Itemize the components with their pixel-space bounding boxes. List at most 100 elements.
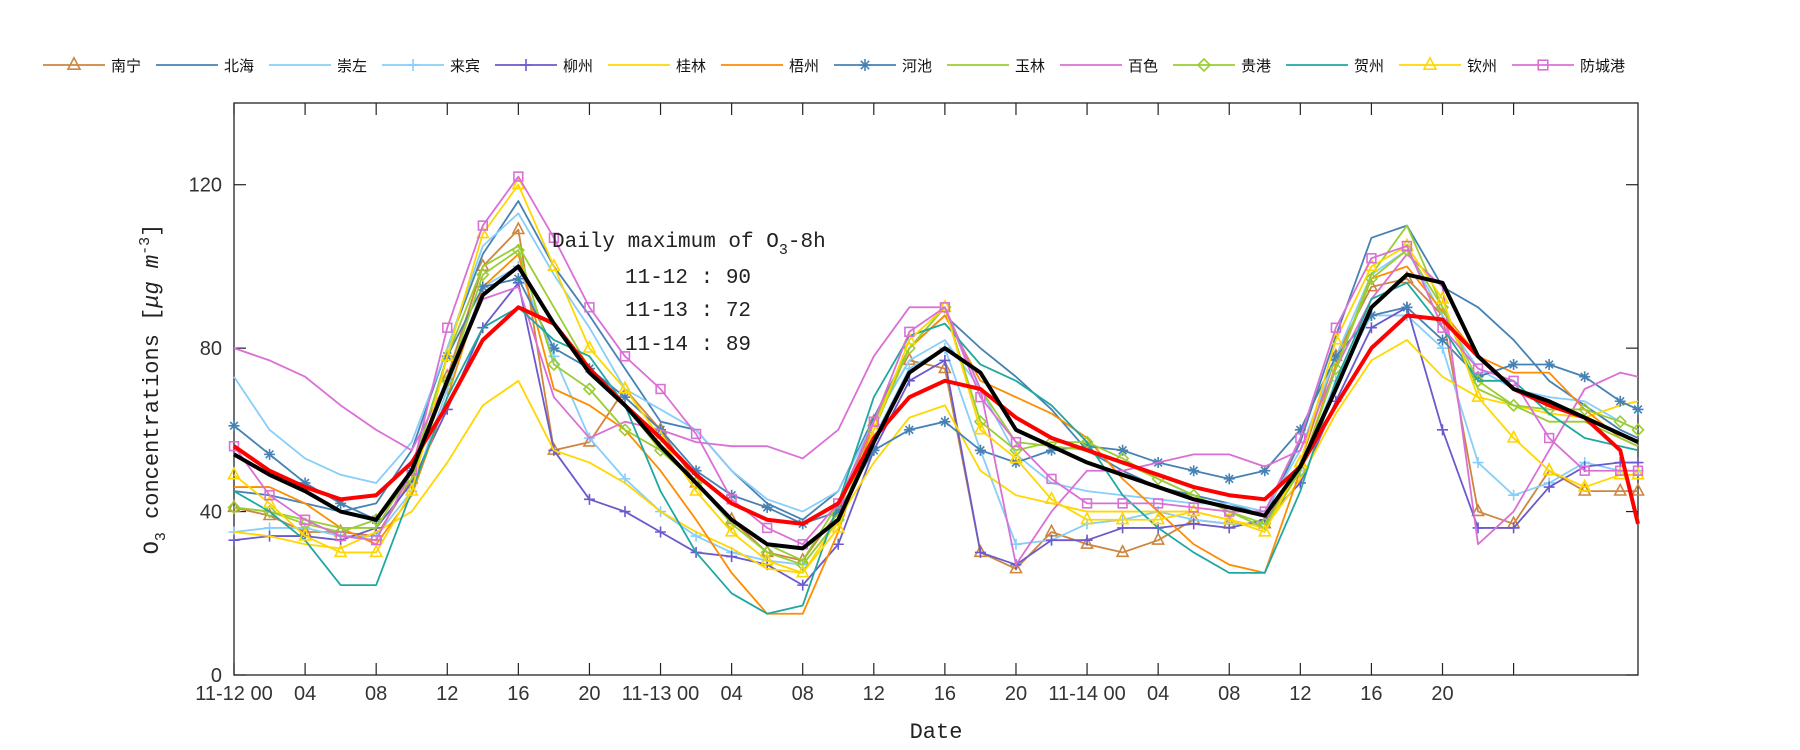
x-tick-label: 08 <box>365 683 387 705</box>
annotation-line-2: 11-13 : 72 <box>625 300 751 323</box>
square-marker <box>1188 502 1199 513</box>
series-line <box>233 228 1638 570</box>
diamond-marker <box>1080 435 1094 449</box>
triangle-marker <box>973 421 988 435</box>
triangle-marker <box>1257 523 1272 537</box>
square-marker <box>335 530 346 542</box>
square-marker <box>904 326 915 337</box>
square-marker <box>939 302 951 313</box>
plot-frame <box>233 102 1639 676</box>
triangle-marker <box>1115 511 1130 525</box>
legend-label: 南宁 <box>111 57 141 75</box>
triangle-marker <box>227 499 241 513</box>
triangle-marker <box>262 495 277 509</box>
legend-label: 桂林 <box>676 57 706 75</box>
triangle-marker <box>724 523 739 537</box>
diamond-marker <box>1009 443 1023 457</box>
annotation-line-1: 11-12 : 90 <box>625 267 751 290</box>
x-tick-label: 11-14 00 <box>1048 683 1125 705</box>
triangle-marker <box>1186 503 1201 517</box>
legend-label: 贺州 <box>1354 57 1384 75</box>
triangle-marker <box>760 552 774 566</box>
triangle-marker <box>1422 56 1438 70</box>
plus-marker <box>1508 522 1520 534</box>
triangle-marker <box>1471 388 1485 402</box>
series-lines <box>227 171 1645 615</box>
legend-label: 贵港 <box>1241 57 1271 75</box>
plus-marker <box>797 579 809 591</box>
asterisk-marker <box>1046 444 1058 456</box>
series-mean-red <box>232 305 1640 526</box>
x-tick-label: 08 <box>792 683 814 705</box>
square-marker <box>228 440 240 452</box>
square-marker <box>975 391 986 403</box>
diamond-marker <box>334 525 348 539</box>
asterisk-marker <box>264 448 276 460</box>
legend-item: 防城港 <box>1512 57 1625 75</box>
triangle-marker <box>938 360 952 374</box>
triangle-marker <box>1080 535 1094 549</box>
asterisk-marker <box>761 501 773 513</box>
asterisk-marker <box>1543 358 1555 370</box>
diamond-marker <box>1258 517 1272 531</box>
diamond-marker <box>1435 300 1450 314</box>
series-line <box>233 281 1638 587</box>
triangle-marker <box>1009 560 1023 574</box>
triangle-marker <box>1115 544 1130 558</box>
legend-item: 百色 <box>1060 57 1158 75</box>
square-marker <box>1117 498 1128 509</box>
asterisk-marker <box>690 465 702 477</box>
triangle-marker <box>1222 511 1237 525</box>
legend-item: 桂林 <box>608 57 706 75</box>
plus-marker <box>1472 457 1484 469</box>
asterisk-marker <box>1117 444 1129 456</box>
plus-marker <box>520 59 532 71</box>
square-marker <box>655 383 666 395</box>
diamond-marker <box>227 500 241 515</box>
plus-marker <box>583 493 595 505</box>
square-marker <box>1401 240 1413 252</box>
triangle-marker <box>1613 466 1628 480</box>
x-tick-label: 04 <box>294 683 316 705</box>
square-marker <box>299 514 311 525</box>
asterisk-marker <box>1330 350 1342 362</box>
triangle-marker <box>511 221 526 235</box>
x-tick-label: 04 <box>720 683 742 705</box>
legend-item: 贵港 <box>1173 57 1271 75</box>
square-marker <box>442 322 453 333</box>
square-marker <box>548 232 560 244</box>
diamond-marker <box>1613 415 1627 429</box>
asterisk-marker <box>299 477 311 489</box>
series-line <box>233 281 1639 615</box>
square-marker <box>1366 253 1377 264</box>
diamond-marker <box>1329 361 1343 376</box>
diamond-marker <box>1471 374 1485 388</box>
diamond-marker <box>1631 423 1645 437</box>
square-marker <box>1579 465 1590 476</box>
diamond-marker <box>796 558 810 572</box>
diamond-marker <box>1578 402 1592 417</box>
x-tick-label: 12 <box>436 683 458 705</box>
legend-label: 玉林 <box>1015 57 1045 75</box>
triangle-marker <box>1542 462 1556 476</box>
asterisk-marker <box>1081 440 1093 452</box>
triangle-marker <box>1151 511 1165 525</box>
legend-item: 梧州 <box>721 57 819 75</box>
square-marker <box>1543 432 1555 444</box>
series-13 <box>228 171 1644 550</box>
plus-marker <box>1508 489 1520 501</box>
asterisk-marker <box>903 424 915 436</box>
annotation-line-3: 11-14 : 89 <box>625 334 751 357</box>
square-marker <box>1437 322 1448 333</box>
triangle-marker <box>1506 429 1521 443</box>
plus-marker <box>1365 322 1377 334</box>
diamond-marker <box>1364 272 1379 286</box>
plus-marker <box>228 534 240 546</box>
legend-item: 北海 <box>156 57 254 75</box>
plus-marker <box>1472 522 1484 534</box>
y-tick-label: 120 <box>189 175 222 197</box>
x-tick-label: 16 <box>934 683 956 705</box>
x-tick-label: 12 <box>863 683 885 705</box>
triangle-marker <box>511 176 526 190</box>
